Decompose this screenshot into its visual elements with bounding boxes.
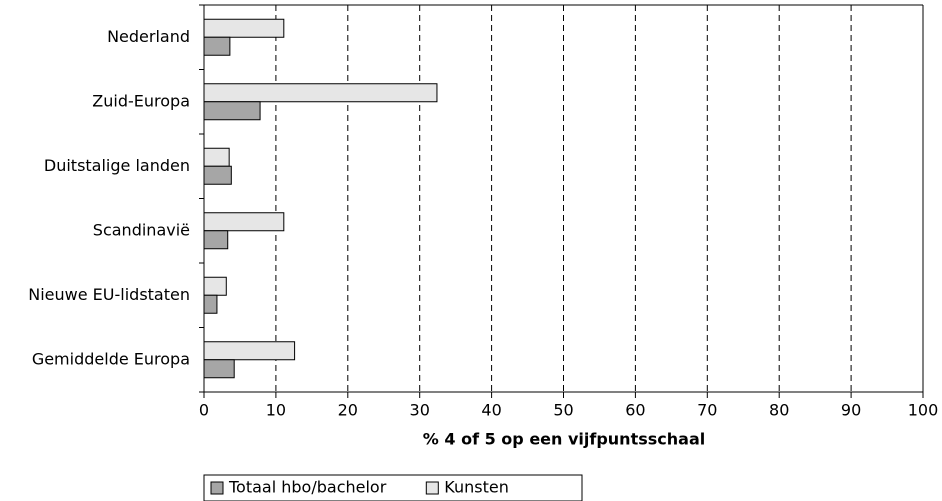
y-tick-label: Gemiddelde Europa bbox=[32, 349, 190, 368]
bar bbox=[203, 147, 230, 167]
bar bbox=[203, 276, 227, 296]
bar bbox=[203, 36, 231, 56]
x-axis-title: % 4 of 5 op een vijfpuntsschaal bbox=[423, 430, 705, 449]
y-tick-label: Zuid-Europa bbox=[92, 91, 190, 110]
bar bbox=[203, 294, 218, 314]
legend-label: Kunsten bbox=[444, 478, 509, 497]
x-tick-label: 60 bbox=[625, 401, 645, 420]
y-tick-label: Duitstalige landen bbox=[44, 156, 190, 175]
legend-label: Totaal hbo/bachelor bbox=[228, 478, 387, 497]
bar bbox=[203, 83, 438, 103]
bar bbox=[203, 18, 285, 38]
bar bbox=[203, 341, 296, 361]
x-tick-label: 0 bbox=[199, 401, 209, 420]
x-tick-label: 50 bbox=[553, 401, 573, 420]
y-tick-label: Scandinavië bbox=[93, 220, 190, 239]
legend-box bbox=[203, 474, 583, 501]
bar bbox=[203, 230, 229, 250]
bar bbox=[203, 101, 261, 121]
x-tick-label: 10 bbox=[266, 401, 286, 420]
bar bbox=[203, 212, 285, 232]
x-tick-label: 20 bbox=[338, 401, 358, 420]
y-tick-label: Nieuwe EU-lidstaten bbox=[28, 285, 190, 304]
legend-swatch bbox=[210, 481, 224, 495]
x-tick-label: 30 bbox=[410, 401, 430, 420]
x-tick-label: 70 bbox=[697, 401, 717, 420]
bar bbox=[203, 165, 232, 185]
x-tick-label: 100 bbox=[908, 401, 939, 420]
x-tick-label: 90 bbox=[841, 401, 861, 420]
x-tick-label: 40 bbox=[481, 401, 501, 420]
legend-swatch bbox=[425, 481, 439, 495]
y-tick-label: Nederland bbox=[107, 27, 190, 46]
x-tick-label: 80 bbox=[769, 401, 789, 420]
bar bbox=[203, 359, 235, 379]
